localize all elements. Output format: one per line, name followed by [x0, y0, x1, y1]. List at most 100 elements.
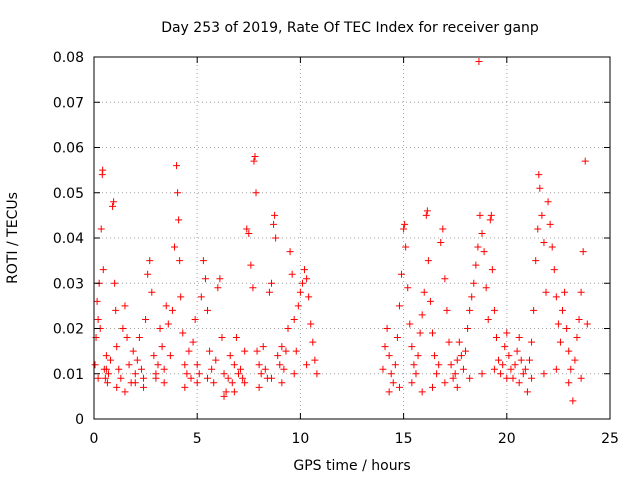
data-point	[250, 157, 258, 165]
data-point	[470, 279, 478, 287]
data-point	[389, 379, 397, 387]
data-point	[453, 383, 461, 391]
data-point	[503, 374, 511, 382]
data-point	[131, 370, 139, 378]
data-point	[565, 379, 573, 387]
data-point	[102, 365, 110, 373]
data-point	[303, 275, 311, 283]
data-point	[530, 306, 538, 314]
data-point	[276, 361, 284, 369]
data-point	[408, 379, 416, 387]
data-point	[435, 361, 443, 369]
data-point	[286, 248, 294, 256]
data-point	[554, 320, 562, 328]
x-axis-ticks: 0 5 10 15 20 25	[90, 57, 619, 447]
data-point	[152, 374, 160, 382]
data-point	[135, 334, 143, 342]
data-point	[428, 329, 436, 337]
data-point	[439, 225, 447, 233]
data-point	[523, 388, 531, 396]
data-point	[563, 325, 571, 332]
data-point	[546, 220, 554, 228]
data-point	[220, 370, 228, 378]
data-point	[164, 320, 172, 328]
data-point	[129, 347, 137, 355]
data-point	[393, 334, 401, 342]
data-point	[451, 370, 459, 378]
data-point	[234, 370, 242, 378]
data-point	[490, 306, 498, 314]
chart-title: Day 253 of 2019, Rate Of TEC Index for r…	[161, 20, 539, 36]
data-point	[150, 352, 158, 360]
data-point	[274, 352, 282, 360]
data-point	[507, 365, 515, 373]
data-point	[102, 352, 110, 360]
data-point	[298, 279, 306, 287]
data-point	[437, 239, 445, 247]
data-point	[466, 374, 474, 382]
data-point	[515, 334, 523, 342]
data-point	[255, 383, 263, 391]
data-point	[237, 365, 245, 373]
data-point	[255, 361, 263, 369]
data-point	[230, 388, 238, 396]
data-point	[224, 374, 232, 382]
data-point	[252, 189, 260, 197]
data-point	[441, 275, 449, 283]
data-point	[573, 334, 581, 342]
data-point	[567, 365, 575, 373]
data-point	[249, 284, 257, 292]
data-point	[112, 306, 120, 314]
data-point	[505, 352, 513, 360]
data-point	[253, 347, 261, 355]
data-point	[406, 320, 414, 328]
data-point	[179, 329, 187, 337]
data-point	[140, 374, 148, 382]
data-point	[296, 288, 304, 296]
data-point	[534, 225, 542, 233]
data-point	[487, 211, 495, 219]
data-point	[309, 338, 317, 346]
data-point	[111, 279, 119, 287]
x-tick-label: 20	[498, 431, 516, 447]
data-point	[552, 293, 560, 301]
data-point	[513, 347, 521, 355]
data-point	[193, 361, 201, 369]
data-point	[146, 257, 154, 265]
data-point	[156, 325, 164, 332]
data-point	[517, 356, 525, 364]
data-point	[93, 297, 101, 305]
data-point	[206, 347, 214, 355]
data-point	[257, 370, 265, 378]
y-tick-label: 0.07	[53, 95, 84, 111]
data-point	[109, 202, 117, 210]
data-point	[499, 361, 507, 369]
data-point	[259, 343, 267, 351]
data-point	[195, 370, 203, 378]
y-gridlines	[94, 101, 610, 375]
data-point	[160, 365, 168, 373]
data-point	[395, 383, 403, 391]
data-point	[101, 374, 109, 382]
data-point	[311, 356, 319, 364]
data-point	[99, 166, 107, 174]
data-point	[162, 302, 170, 310]
data-point	[569, 397, 577, 405]
data-point	[268, 374, 276, 382]
y-tick-label: 0.04	[53, 231, 84, 247]
data-point	[290, 370, 298, 378]
data-point	[426, 297, 434, 305]
data-point	[455, 338, 463, 346]
data-point	[414, 352, 422, 360]
data-point	[270, 220, 278, 228]
data-point	[220, 392, 228, 400]
data-point	[204, 374, 212, 382]
data-point	[400, 225, 408, 233]
data-point	[94, 315, 102, 323]
data-point	[423, 207, 431, 215]
data-point	[404, 284, 412, 292]
data-point	[381, 343, 389, 351]
data-point	[453, 356, 461, 364]
data-point	[571, 356, 579, 364]
